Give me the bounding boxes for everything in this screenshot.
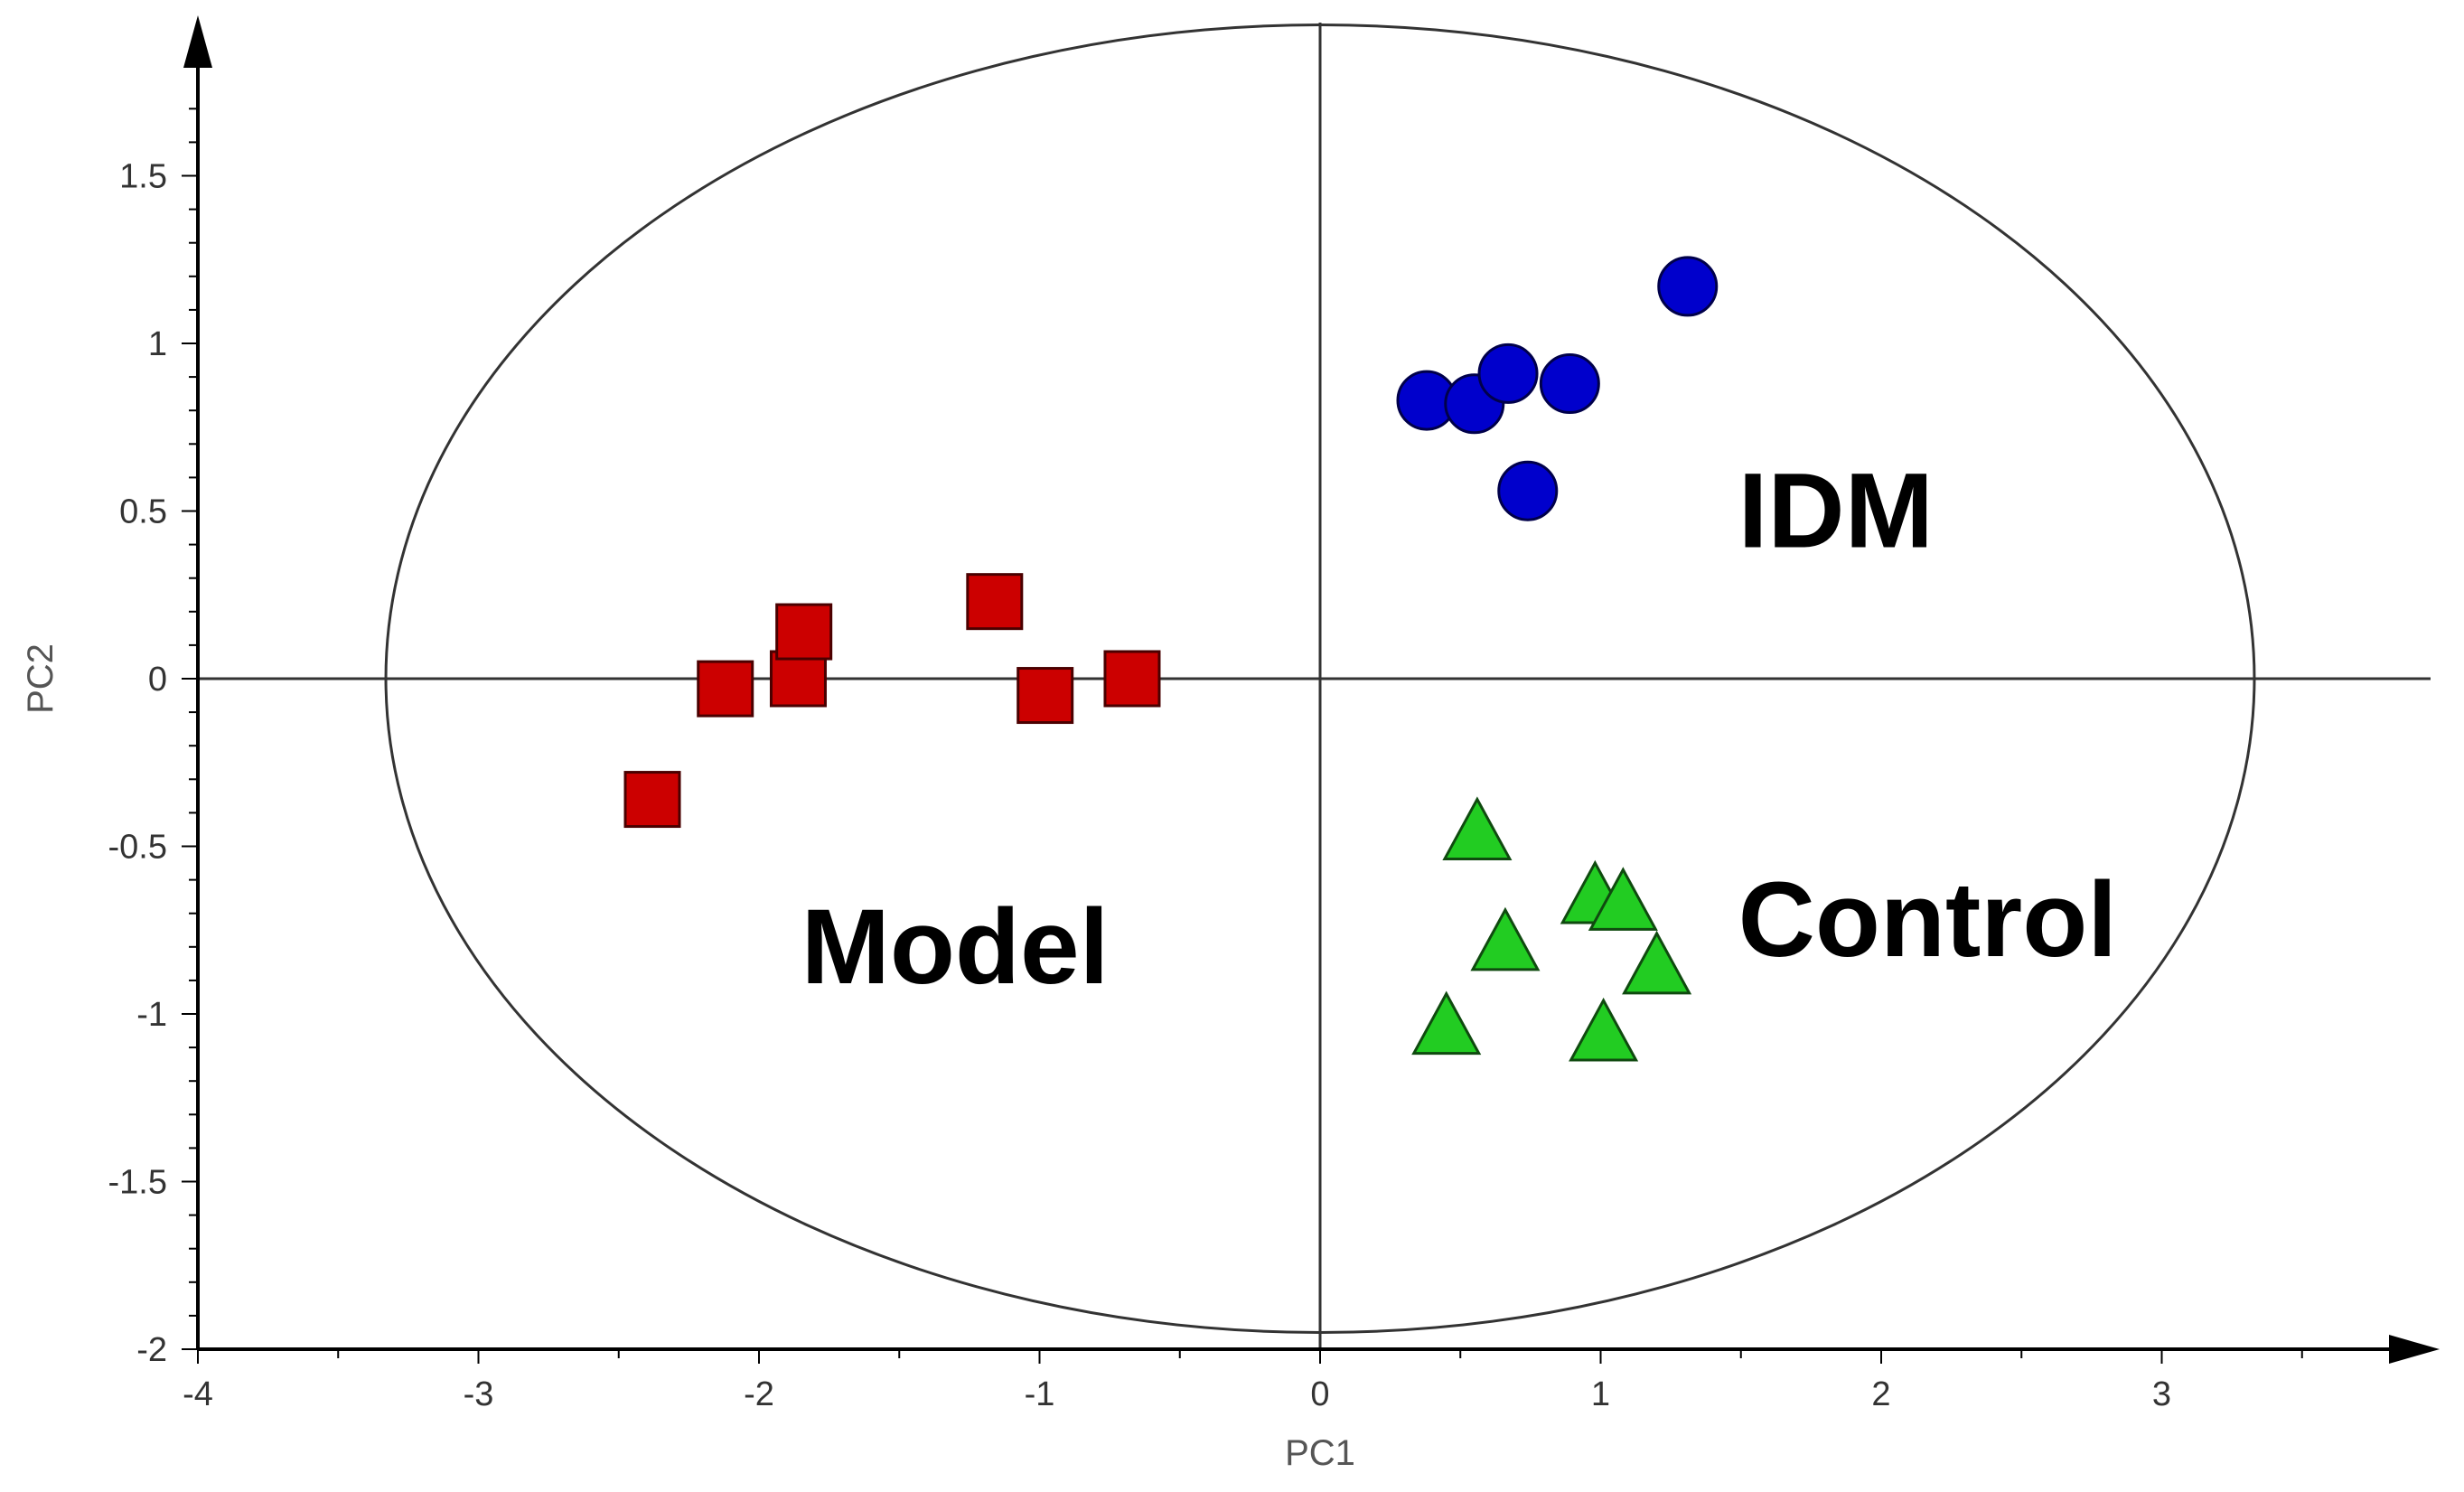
control-point [1442,796,1513,860]
x-tick-label: 3 [2152,1375,2171,1413]
x-tick-label: -2 [744,1375,774,1413]
y-tick-label: 1 [148,325,167,363]
y-tick-label: -0.5 [108,829,167,867]
y-tick-label: -2 [136,1331,167,1369]
y-tick-label: 0.5 [119,493,167,531]
x-tick-label: 0 [1310,1375,1329,1413]
x-axis-title: PC1 [1285,1433,1355,1473]
idm-point [1657,256,1719,317]
control-point [1411,990,1482,1056]
control-point [1569,997,1639,1062]
y-tick-label: 0 [148,661,167,699]
group-label-idm: IDM [1738,452,1934,571]
x-tick-label: 1 [1591,1375,1610,1413]
group-label-control: Control [1738,860,2117,980]
model-point [775,603,833,661]
y-tick-label: -1 [136,996,167,1034]
idm-point [1497,460,1559,521]
x-tick-label: -1 [1025,1375,1055,1413]
control-point [1470,906,1541,971]
x-tick-label: 2 [1871,1375,1890,1413]
model-point [1017,667,1074,725]
model-point [623,771,681,829]
model-point [697,660,754,718]
group-label-model: Model [801,887,1110,1007]
control-point [1588,867,1658,931]
control-point [1622,930,1692,995]
x-tick-label: -4 [183,1375,213,1413]
y-tick-label: 1.5 [119,158,167,196]
model-point [966,573,1024,631]
idm-point [1477,343,1539,404]
y-axis-title: PC2 [21,643,61,714]
idm-point [1539,353,1600,415]
y-tick-label: -1.5 [108,1164,167,1202]
x-axis-arrow [2389,1335,2440,1364]
y-axis-arrow [183,15,212,68]
x-tick-label: -3 [464,1375,494,1413]
model-point [1103,650,1161,708]
